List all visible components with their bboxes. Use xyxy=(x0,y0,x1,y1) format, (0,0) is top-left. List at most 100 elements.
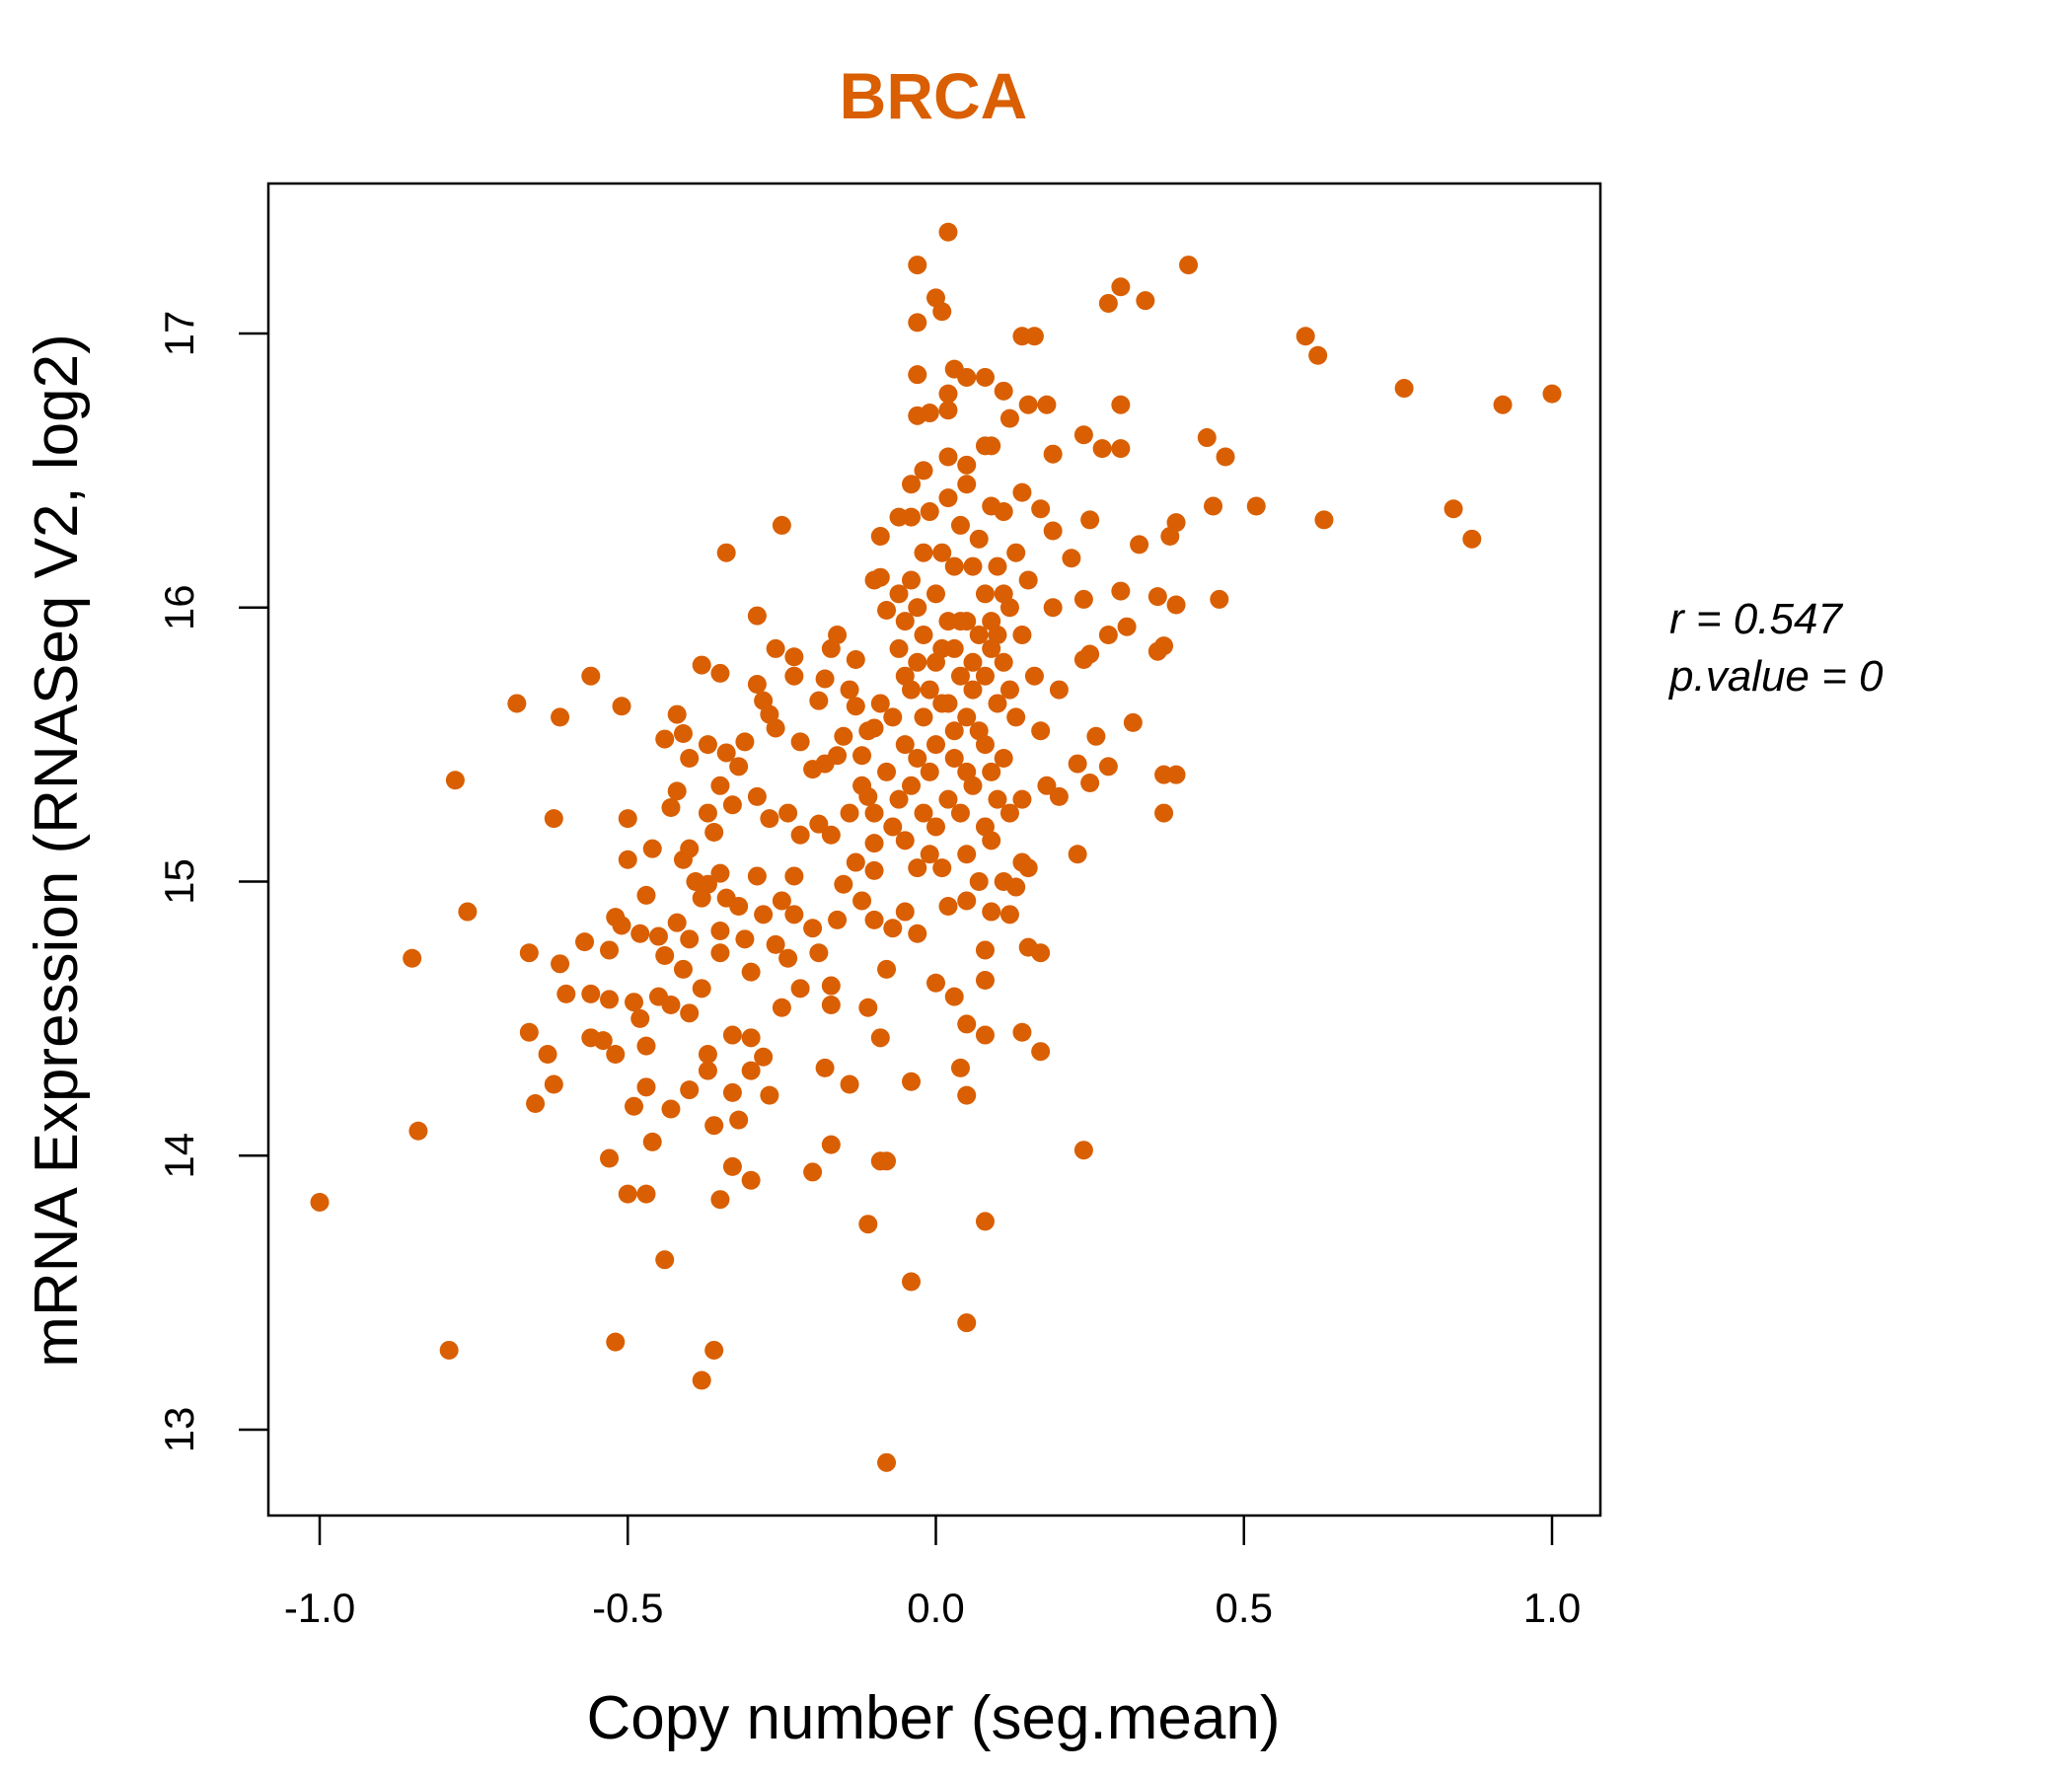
data-point xyxy=(1216,447,1235,467)
data-point xyxy=(877,959,897,979)
data-point xyxy=(957,455,977,475)
data-point xyxy=(895,612,915,631)
data-point xyxy=(1394,379,1414,399)
x-tick-label: -1.0 xyxy=(284,1585,355,1631)
data-point xyxy=(1018,570,1038,590)
data-point xyxy=(722,1156,742,1176)
data-point xyxy=(680,929,700,949)
data-point xyxy=(926,652,945,672)
data-point xyxy=(667,913,687,932)
data-point xyxy=(821,976,841,996)
data-point xyxy=(710,1190,730,1210)
plot-frame xyxy=(266,182,1602,1517)
data-point xyxy=(988,694,1007,713)
data-point xyxy=(612,697,631,716)
data-point xyxy=(612,916,631,935)
data-point xyxy=(310,1192,330,1212)
data-point xyxy=(1295,327,1315,346)
data-point xyxy=(932,858,952,878)
data-point xyxy=(784,666,804,686)
data-point xyxy=(1308,345,1328,365)
data-point xyxy=(1062,549,1081,568)
y-axis: 13 14 15 16 17 xyxy=(156,311,268,1453)
data-point xyxy=(1031,1042,1051,1062)
data-point xyxy=(747,675,767,695)
data-point xyxy=(538,1044,557,1064)
data-point xyxy=(914,626,933,645)
data-point xyxy=(999,803,1019,823)
data-point xyxy=(544,809,563,829)
data-point xyxy=(766,934,785,954)
data-point xyxy=(642,1132,662,1151)
data-point xyxy=(877,1452,897,1472)
data-point xyxy=(790,979,810,999)
data-point xyxy=(988,626,1007,645)
data-point xyxy=(1197,428,1217,448)
data-point xyxy=(624,1096,643,1116)
data-point xyxy=(772,998,791,1017)
data-point xyxy=(920,502,939,522)
data-point xyxy=(698,803,717,823)
data-point xyxy=(445,771,465,790)
data-point xyxy=(858,998,878,1017)
data-point xyxy=(975,367,995,387)
data-point xyxy=(1068,845,1087,864)
chart-title: BRCA xyxy=(840,59,1028,132)
data-point xyxy=(655,1250,675,1270)
data-point xyxy=(551,707,570,727)
data-point xyxy=(957,845,977,864)
data-point xyxy=(1012,482,1032,502)
data-point xyxy=(975,1212,995,1231)
data-point xyxy=(809,691,829,710)
data-point xyxy=(1018,395,1038,414)
data-point xyxy=(544,1074,563,1094)
data-point xyxy=(772,515,791,535)
data-point xyxy=(630,1008,650,1028)
data-point xyxy=(704,823,724,843)
data-point xyxy=(1098,757,1118,777)
data-point xyxy=(914,543,933,562)
data-point xyxy=(957,891,977,911)
data-point xyxy=(551,954,570,974)
data-point xyxy=(828,910,848,929)
data-point xyxy=(624,993,643,1012)
data-point xyxy=(1006,543,1026,562)
data-point xyxy=(747,866,767,886)
data-point xyxy=(1130,535,1149,555)
data-point xyxy=(507,694,527,713)
x-axis-label: Copy number (seg.mean) xyxy=(587,1684,1281,1752)
data-point xyxy=(1080,774,1100,793)
data-point xyxy=(920,845,939,864)
data-point xyxy=(858,1215,878,1234)
data-point xyxy=(877,1151,897,1171)
data-point xyxy=(1037,776,1057,795)
data-point xyxy=(760,809,779,829)
data-point xyxy=(982,902,1001,922)
data-point xyxy=(661,995,681,1014)
data-point xyxy=(840,680,859,700)
data-point xyxy=(606,1044,626,1064)
data-point xyxy=(944,638,964,658)
data-point xyxy=(1111,277,1131,297)
data-point xyxy=(1031,499,1051,519)
data-point xyxy=(1073,1141,1093,1160)
data-point xyxy=(1246,496,1266,516)
data-point xyxy=(870,527,890,547)
data-point xyxy=(1098,626,1118,645)
data-point xyxy=(710,776,730,795)
data-point xyxy=(754,1047,774,1067)
data-point xyxy=(957,707,977,727)
data-point xyxy=(846,852,865,872)
data-point xyxy=(519,1022,539,1042)
data-point xyxy=(710,863,730,883)
data-point xyxy=(680,749,700,769)
data-point xyxy=(692,1370,711,1390)
data-point xyxy=(809,943,829,963)
x-tick-label: 0.0 xyxy=(907,1585,964,1631)
data-point xyxy=(618,809,637,829)
data-point xyxy=(698,735,717,755)
y-tick-label: 13 xyxy=(156,1407,202,1453)
data-point xyxy=(784,905,804,925)
data-point xyxy=(938,401,958,420)
